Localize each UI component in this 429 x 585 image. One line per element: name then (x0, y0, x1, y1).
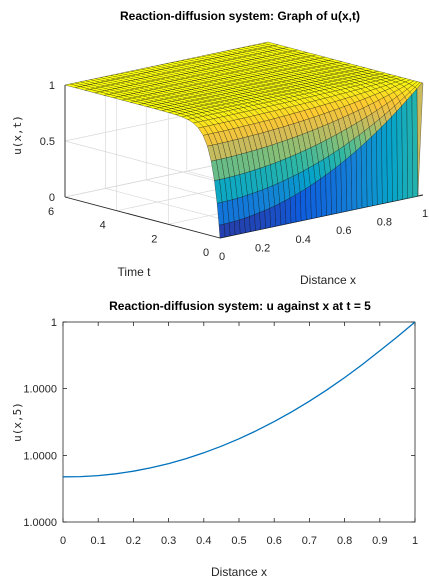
line-x-tick-label: 0.3 (161, 535, 176, 547)
line-x-tick-label: 0.1 (91, 535, 106, 547)
line-x-tick-label: 0.5 (231, 535, 246, 547)
surface-patch (416, 82, 424, 197)
surface-t-tick-label: 4 (100, 220, 106, 232)
line-panel: Reaction-diffusion system: u against x a… (11, 299, 418, 579)
surface-t-tick-label: 6 (48, 206, 54, 218)
surface-z-tick-label: 1 (49, 80, 55, 92)
line-ylabel: u(x,5) (11, 402, 24, 442)
surface-x-tick-label: 0.6 (336, 225, 351, 237)
line-y-tick-label: 1.0000 (23, 517, 57, 529)
surface-z-tick-label: 0.5 (40, 136, 55, 148)
surface-x-tick-label: 0 (219, 251, 225, 263)
line-ticks: 0 0.1 0.2 0.3 0.4 0.5 0.6 0.7 0.8 0.9 1 1 1.0000 1.00… (23, 317, 418, 547)
line-x-tick-label: 0.4 (196, 535, 211, 547)
surface-t-axis (64, 196, 221, 239)
line-x-tick-label: 1 (412, 535, 418, 547)
surface-xlabel: Distance x (300, 273, 356, 287)
line-x-tick-label: 0 (60, 535, 66, 547)
line-series-u (62, 321, 416, 478)
surface-panel: Reaction-diffusion system: Graph of u(x,… (11, 9, 428, 287)
surface-t-tick-label: 0 (203, 247, 209, 259)
surface-title: Reaction-diffusion system: Graph of u(x,… (120, 9, 360, 23)
surface-gridline (64, 140, 221, 183)
surface-ylabel: Time t (118, 265, 152, 279)
line-y-tick-label: 1 (51, 317, 57, 329)
line-title: Reaction-diffusion system: u against x a… (109, 299, 371, 313)
line-x-tick-label: 0.9 (372, 535, 387, 547)
surface-x-tick-label: 0.8 (377, 217, 392, 229)
line-x-tick-label: 0.2 (126, 535, 141, 547)
line-y-tick-label: 1.0000 (23, 450, 57, 462)
line-y-tick-label: 1.0000 (23, 384, 57, 396)
line-xlabel: Distance x (211, 565, 267, 579)
surface-t-tick-label: 2 (151, 233, 157, 245)
line-x-tick-label: 0.7 (302, 535, 317, 547)
surface-x-tick-label: 0.4 (296, 234, 311, 246)
line-x-tick-label: 0.6 (267, 535, 282, 547)
surface-x-tick-label: 0.2 (255, 242, 270, 254)
surface-zlabel: u(x,t) (11, 115, 24, 155)
surface-ticks: 0 0.5 1 0 0.2 0.4 0.6 0.8 1 0 2 4 6 (40, 80, 428, 263)
surface-z-tick-label: 0 (49, 192, 55, 204)
line-x-tick-label: 0.8 (337, 535, 352, 547)
line-axes-box (62, 321, 416, 523)
surface-mesh (64, 41, 424, 239)
surface-x-tick-label: 1 (422, 208, 428, 220)
